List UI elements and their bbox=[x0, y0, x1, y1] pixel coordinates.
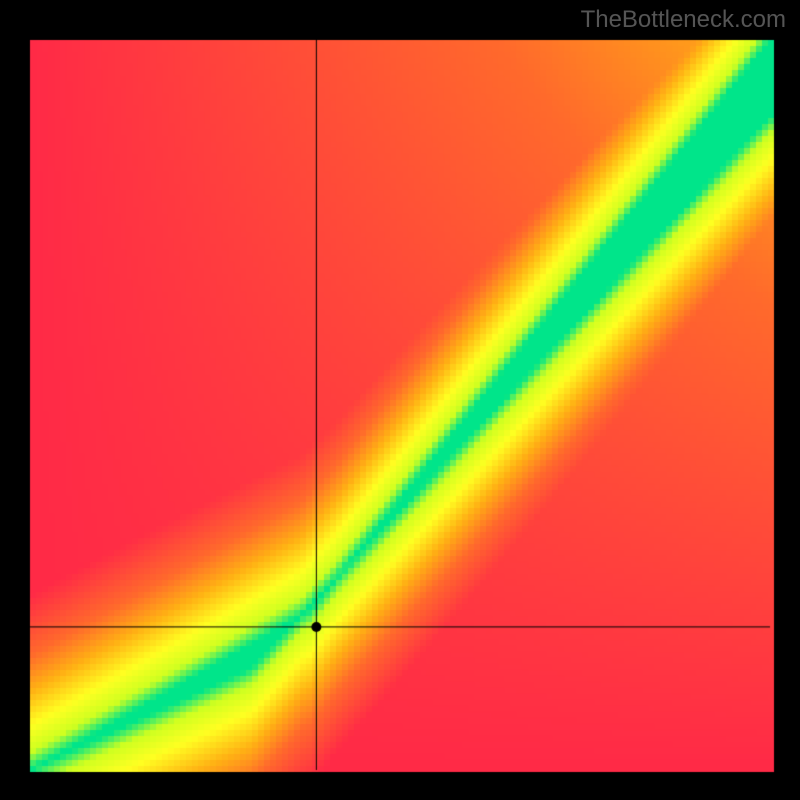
heatmap-canvas bbox=[0, 0, 800, 800]
watermark-text: TheBottleneck.com bbox=[581, 6, 786, 34]
chart-container: TheBottleneck.com bbox=[0, 0, 800, 800]
